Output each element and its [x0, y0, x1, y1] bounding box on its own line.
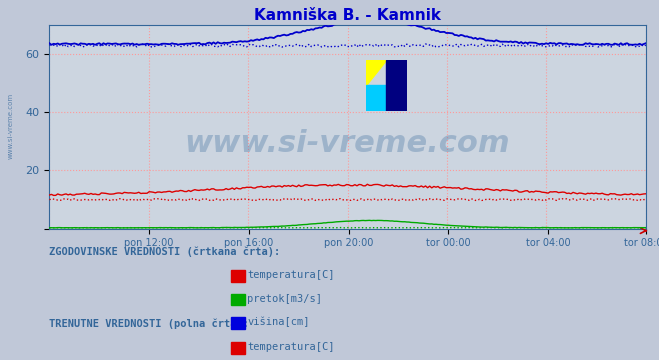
Text: www.si-vreme.com: www.si-vreme.com	[8, 93, 14, 159]
Polygon shape	[366, 60, 386, 85]
Text: www.si-vreme.com: www.si-vreme.com	[185, 129, 511, 158]
Title: Kamniška B. - Kamnik: Kamniška B. - Kamnik	[254, 8, 441, 23]
Text: ZGODOVINSKE VREDNOSTI (črtkana črta):: ZGODOVINSKE VREDNOSTI (črtkana črta):	[49, 247, 281, 257]
Polygon shape	[386, 60, 407, 111]
Polygon shape	[366, 85, 386, 111]
Text: TRENUTNE VREDNOSTI (polna črta):: TRENUTNE VREDNOSTI (polna črta):	[49, 319, 249, 329]
Text: višina[cm]: višina[cm]	[247, 317, 310, 327]
Text: temperatura[C]: temperatura[C]	[247, 342, 335, 352]
Text: pretok[m3/s]: pretok[m3/s]	[247, 294, 322, 304]
Text: temperatura[C]: temperatura[C]	[247, 270, 335, 280]
